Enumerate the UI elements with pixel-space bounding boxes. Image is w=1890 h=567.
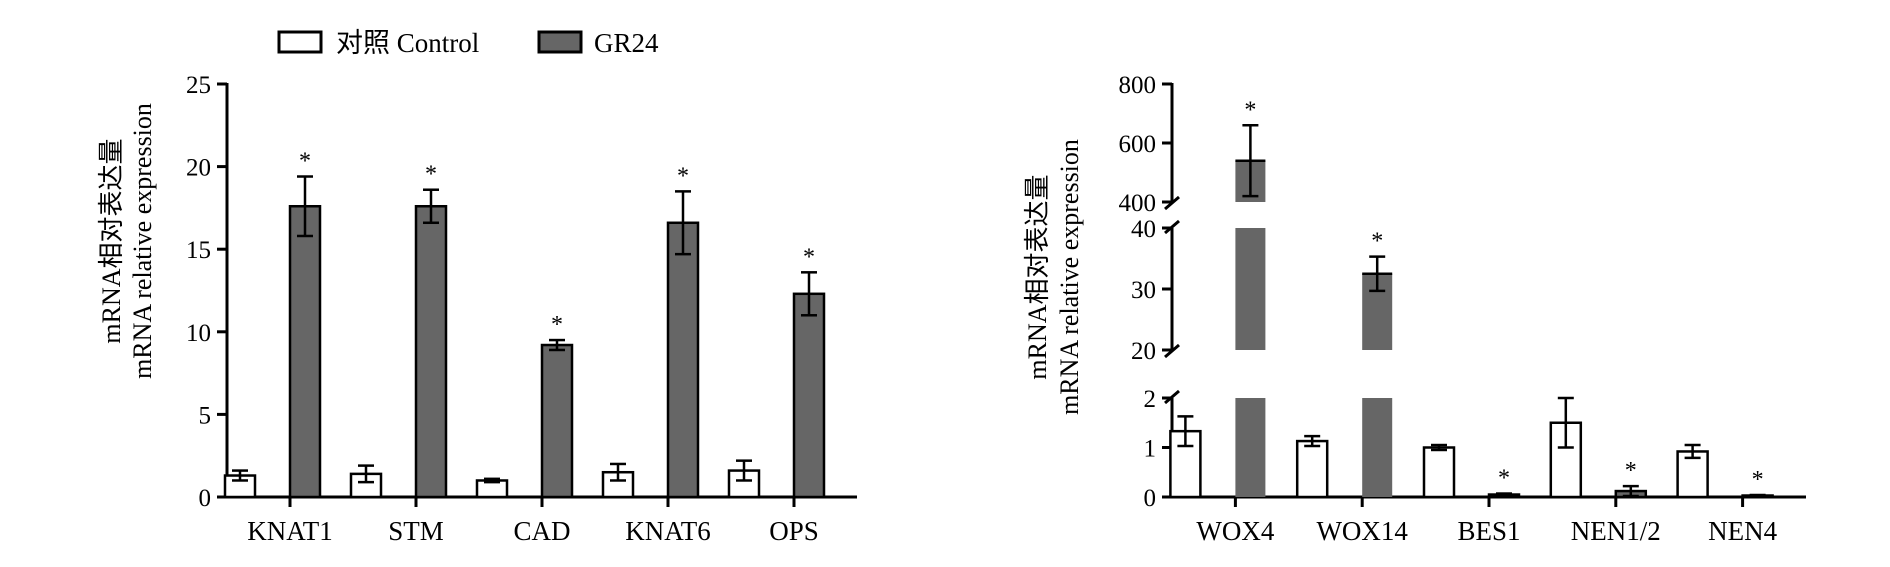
left-ytick-label-15: 15 bbox=[186, 237, 211, 264]
legend: 对照 Control GR24 bbox=[277, 28, 659, 58]
right-ytick-label-2: 2 bbox=[1144, 386, 1157, 413]
right-bar-gr24-wox4-piece-0 bbox=[1235, 398, 1266, 497]
right-category-label-nen4: NEN4 bbox=[1708, 516, 1777, 546]
right-significance-star-bes1: * bbox=[1498, 466, 1510, 492]
right-category-label-wox4: WOX4 bbox=[1196, 516, 1274, 546]
right-ylabel-en: mRNA relative expression bbox=[1055, 139, 1084, 415]
left-bar-gr24-cad bbox=[540, 343, 574, 499]
right-ytick-label-800: 800 bbox=[1119, 72, 1157, 99]
legend-swatch-control bbox=[277, 30, 323, 54]
left-bar-gr24-knat6 bbox=[666, 221, 700, 499]
right-ytick-label-0: 0 bbox=[1144, 485, 1157, 512]
right-significance-star-nen1-2: * bbox=[1625, 458, 1637, 484]
left-chart: mRNA相对表达量 mRNA relative expression 0 5 10 1… bbox=[97, 72, 857, 546]
left-significance-star-knat6: * bbox=[677, 163, 689, 189]
legend-label-gr24: GR24 bbox=[594, 28, 659, 58]
left-ytick-label-10: 10 bbox=[186, 320, 211, 347]
left-significance-star-knat1: * bbox=[299, 149, 311, 175]
right-category-label-bes1: BES1 bbox=[1457, 516, 1520, 546]
legend-label-control: 对照 Control bbox=[336, 28, 479, 58]
left-bar-gr24-stm bbox=[414, 204, 448, 499]
left-ylabel-cn: mRNA相对表达量 bbox=[97, 138, 126, 343]
legend-swatch-gr24 bbox=[537, 30, 583, 54]
right-ytick-label-1: 1 bbox=[1144, 436, 1157, 463]
right-category-label-wox14: WOX14 bbox=[1316, 516, 1408, 546]
right-ytick-label-30: 30 bbox=[1131, 277, 1156, 304]
right-ytick-label-600: 600 bbox=[1119, 131, 1157, 158]
right-significance-star-wox14: * bbox=[1371, 229, 1383, 255]
right-significance-star-nen4: * bbox=[1752, 467, 1764, 493]
right-bar-gr24-wox4-piece-1 bbox=[1235, 228, 1266, 350]
right-chart: mRNA相对表达量 mRNA relative expression 0 1 2 20… bbox=[1023, 72, 1806, 546]
right-bar-control-bes1 bbox=[1422, 446, 1456, 499]
left-ytick-label-20: 20 bbox=[186, 155, 211, 182]
left-category-label-knat1: KNAT1 bbox=[247, 516, 333, 546]
left-significance-star-cad: * bbox=[551, 312, 563, 338]
left-significance-star-ops: * bbox=[803, 244, 815, 270]
right-ytick-label-400: 400 bbox=[1119, 190, 1157, 217]
left-ytick-label-5: 5 bbox=[199, 402, 212, 429]
right-category-label-nen1-2: NEN1/2 bbox=[1571, 516, 1661, 546]
left-ytick-label-0: 0 bbox=[199, 485, 212, 512]
right-significance-star-wox4: * bbox=[1244, 97, 1256, 123]
right-ytick-label-20: 20 bbox=[1131, 338, 1156, 365]
left-category-label-stm: STM bbox=[388, 516, 444, 546]
right-ytick-label-40: 40 bbox=[1131, 216, 1156, 243]
right-bar-control-wox14 bbox=[1295, 439, 1329, 499]
left-bar-gr24-ops bbox=[792, 292, 826, 499]
right-ylabel-cn: mRNA相对表达量 bbox=[1023, 174, 1052, 379]
left-ytick-label-25: 25 bbox=[186, 72, 211, 99]
left-category-label-knat6: KNAT6 bbox=[625, 516, 711, 546]
right-bar-gr24-wox14-piece-0 bbox=[1362, 398, 1393, 497]
left-category-label-ops: OPS bbox=[769, 516, 819, 546]
left-bar-gr24-knat1 bbox=[288, 204, 322, 499]
left-ylabel-en: mRNA relative expression bbox=[128, 103, 157, 379]
left-significance-star-stm: * bbox=[425, 162, 437, 188]
left-category-label-cad: CAD bbox=[513, 516, 570, 546]
